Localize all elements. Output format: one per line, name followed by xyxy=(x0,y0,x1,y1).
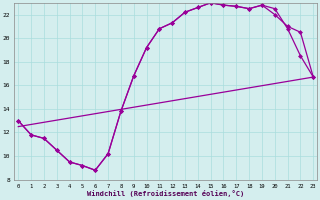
X-axis label: Windchill (Refroidissement éolien,°C): Windchill (Refroidissement éolien,°C) xyxy=(87,190,244,197)
